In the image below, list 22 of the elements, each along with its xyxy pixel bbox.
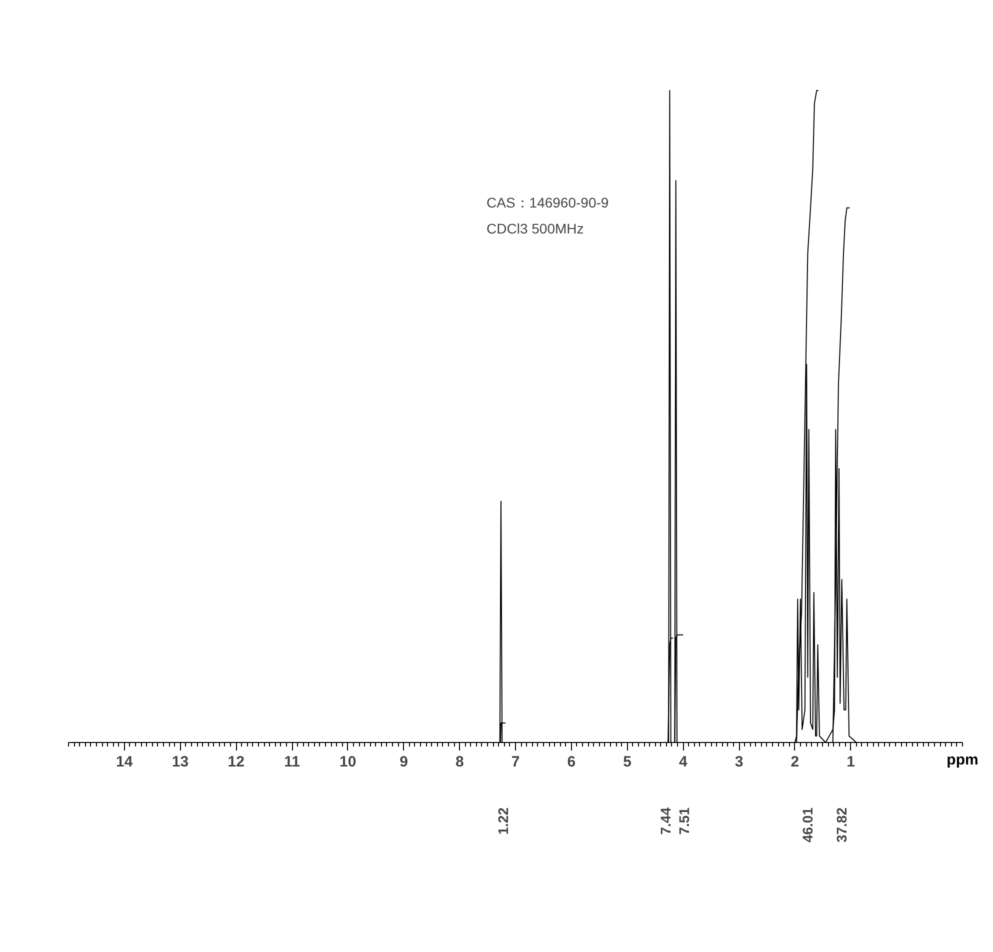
text: 46.01 bbox=[799, 807, 816, 843]
x-tick-label: 4 bbox=[678, 754, 688, 770]
annotation: CDCl3 500MHz bbox=[486, 220, 584, 236]
annotation: CAS：146960-90-9 bbox=[486, 194, 609, 210]
x-tick-label: 12 bbox=[228, 754, 244, 770]
text: 1.22 bbox=[494, 807, 511, 835]
x-axis-title: ppm bbox=[946, 752, 978, 768]
x-tick-label: 2 bbox=[790, 754, 800, 770]
x-tick-label: 6 bbox=[567, 754, 576, 770]
x-tick-label: 9 bbox=[400, 754, 408, 770]
x-tick-label: 3 bbox=[734, 754, 744, 770]
text: 37.82 bbox=[833, 807, 850, 843]
x-tick-label: 5 bbox=[623, 754, 632, 770]
x-tick-label: 14 bbox=[116, 754, 134, 770]
x-tick-label: 8 bbox=[455, 754, 464, 770]
text: 7.44 bbox=[658, 807, 674, 835]
x-tick-label: 10 bbox=[340, 754, 356, 770]
x-tick-label: 7 bbox=[511, 754, 520, 770]
x-tick-label: 11 bbox=[284, 754, 300, 770]
x-tick-label: 13 bbox=[172, 754, 189, 770]
text: 7.51 bbox=[676, 807, 692, 835]
x-tick-label: 1 bbox=[846, 754, 855, 770]
